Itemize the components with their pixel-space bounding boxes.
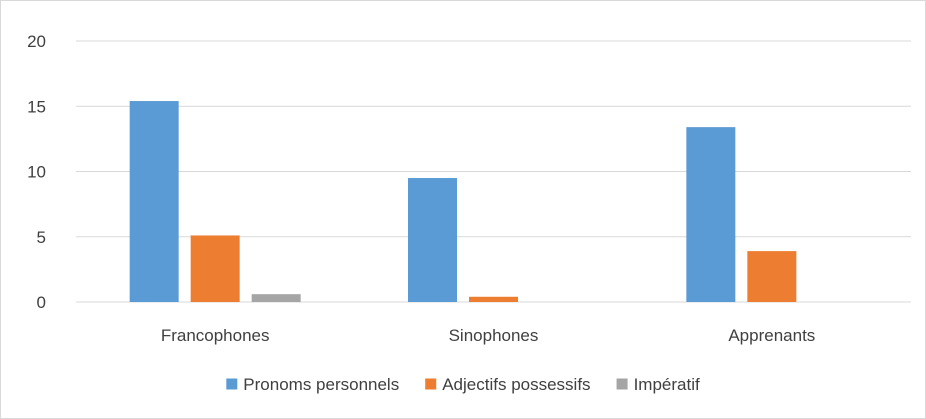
bar — [686, 127, 736, 302]
legend-swatch — [616, 378, 628, 390]
legend-item: Impératif — [616, 375, 700, 394]
bar — [408, 178, 457, 302]
x-tick-label: Francophones — [161, 326, 270, 345]
legend: Pronoms personnels Adjectifs possessifs Im… — [226, 375, 700, 394]
x-axis-ticks: Francophones Sinophones Apprenants — [161, 326, 815, 345]
x-tick-label: Sinophones — [449, 326, 539, 345]
y-tick-label: 20 — [27, 32, 46, 51]
legend-label: Pronoms personnels — [243, 375, 399, 394]
bar — [190, 235, 240, 302]
legend-label: Adjectifs possessifs — [442, 375, 590, 394]
bar — [251, 294, 301, 302]
legend-label: Impératif — [634, 375, 700, 394]
y-tick-label: 10 — [27, 163, 46, 182]
legend-swatch — [226, 378, 238, 390]
bar — [747, 251, 797, 302]
bars — [129, 101, 797, 302]
legend-item: Pronoms personnels — [226, 375, 399, 394]
y-tick-label: 0 — [37, 293, 46, 312]
legend-item: Adjectifs possessifs — [425, 375, 591, 394]
y-tick-label: 15 — [27, 97, 46, 116]
y-tick-label: 5 — [37, 228, 46, 247]
y-axis-ticks: 0 5 10 15 20 — [27, 32, 46, 312]
x-tick-label: Apprenants — [728, 326, 815, 345]
bar — [469, 296, 518, 302]
bar — [129, 101, 179, 302]
legend-swatch — [425, 378, 437, 390]
